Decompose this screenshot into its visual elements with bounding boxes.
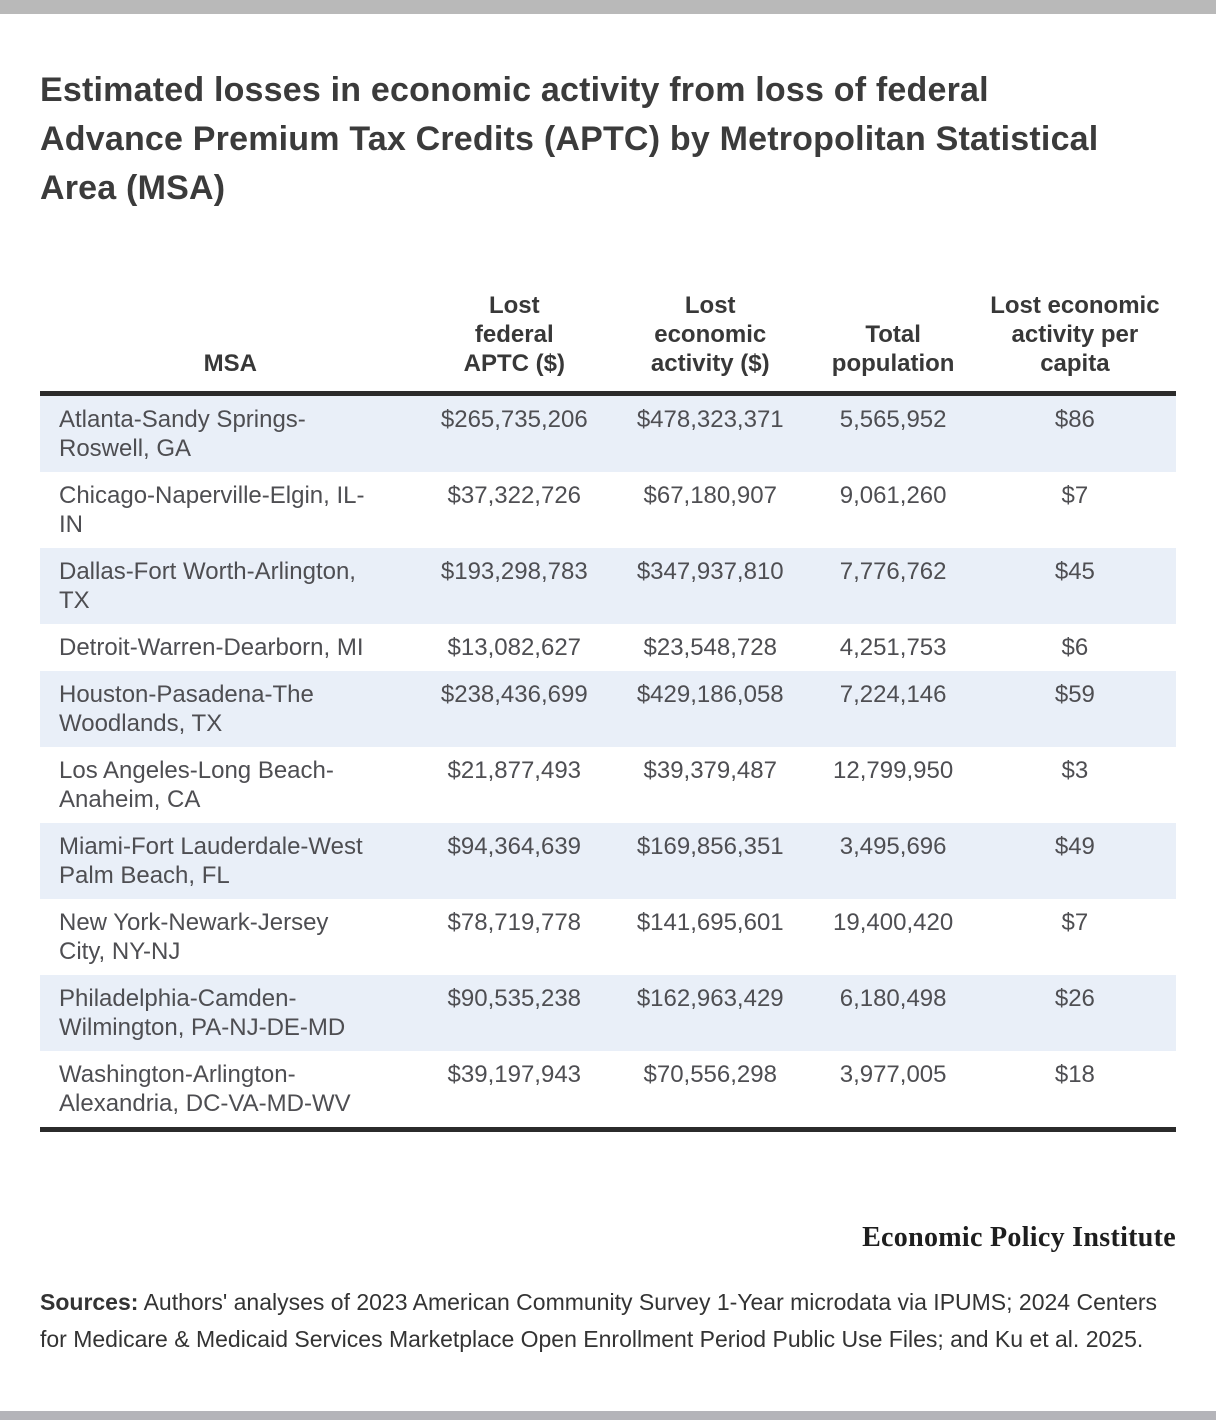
per-capita-cell: $26 bbox=[1054, 985, 1095, 1012]
msa-cell: Washington-Arlington-Alexandria, DC-VA-M… bbox=[59, 1061, 351, 1117]
msa-cell: Houston-Pasadena-The Woodlands, TX bbox=[59, 681, 314, 737]
msa-cell: Atlanta-Sandy Springs-Roswell, GA bbox=[59, 406, 306, 462]
population-cell: 7,776,762 bbox=[839, 558, 947, 585]
table-row: Miami-Fort Lauderdale-West Palm Beach, F… bbox=[40, 823, 1176, 899]
table-body: Atlanta-Sandy Springs-Roswell, GA $265,7… bbox=[40, 393, 1176, 1130]
table-row: Los Angeles-Long Beach-Anaheim, CA $21,8… bbox=[40, 747, 1176, 823]
msa-cell: Detroit-Warren-Dearborn, MI bbox=[59, 634, 364, 661]
header-row: MSA Lost federal APTC ($) Lost economic … bbox=[40, 291, 1176, 394]
table-row: Chicago-Naperville-Elgin, IL-IN $37,322,… bbox=[40, 472, 1176, 548]
lost-aptc-cell: $94,364,639 bbox=[447, 833, 582, 860]
msa-cell: Philadelphia-Camden-Wilmington, PA-NJ-DE… bbox=[59, 985, 346, 1041]
sources-text: Authors' analyses of 2023 American Commu… bbox=[40, 1289, 1158, 1352]
msa-cell: Chicago-Naperville-Elgin, IL-IN bbox=[59, 482, 365, 538]
msa-losses-table: MSA Lost federal APTC ($) Lost economic … bbox=[40, 291, 1176, 1132]
table-row: Detroit-Warren-Dearborn, MI $13,082,627 … bbox=[40, 624, 1176, 671]
per-capita-cell: $18 bbox=[1054, 1061, 1095, 1088]
population-cell: 3,495,696 bbox=[839, 833, 947, 860]
table-header: MSA Lost federal APTC ($) Lost economic … bbox=[40, 291, 1176, 394]
population-cell: 7,224,146 bbox=[839, 681, 947, 708]
lost-activity-cell: $162,963,429 bbox=[636, 985, 784, 1012]
msa-cell: Miami-Fort Lauderdale-West Palm Beach, F… bbox=[59, 833, 363, 889]
table-row: New York-Newark-Jersey City, NY-NJ $78,7… bbox=[40, 899, 1176, 975]
per-capita-cell: $7 bbox=[1061, 482, 1089, 509]
population-cell: 12,799,950 bbox=[833, 757, 954, 784]
column-header: Lost economic activity ($) bbox=[650, 292, 770, 377]
per-capita-cell: $45 bbox=[1054, 558, 1095, 585]
figure-content: Estimated losses in economic activity fr… bbox=[0, 66, 1216, 1358]
table-row: Atlanta-Sandy Springs-Roswell, GA $265,7… bbox=[40, 393, 1176, 472]
lost-aptc-cell: $13,082,627 bbox=[447, 634, 582, 661]
epi-logo: Economic Policy Institute bbox=[862, 1222, 1176, 1253]
per-capita-cell: $86 bbox=[1054, 406, 1095, 433]
lost-activity-cell: $429,186,058 bbox=[636, 681, 784, 708]
population-cell: 9,061,260 bbox=[839, 482, 947, 509]
msa-cell: Los Angeles-Long Beach-Anaheim, CA bbox=[59, 757, 334, 813]
lost-aptc-cell: $238,436,699 bbox=[440, 681, 588, 708]
per-capita-cell: $7 bbox=[1061, 909, 1089, 936]
lost-aptc-cell: $193,298,783 bbox=[440, 558, 588, 585]
lost-aptc-cell: $37,322,726 bbox=[447, 482, 582, 509]
column-header: Lost federal APTC ($) bbox=[463, 292, 565, 377]
msa-cell: Dallas-Fort Worth-Arlington, TX bbox=[59, 558, 356, 614]
msa-cell: New York-Newark-Jersey City, NY-NJ bbox=[59, 909, 329, 965]
population-cell: 4,251,753 bbox=[839, 634, 947, 661]
population-cell: 5,565,952 bbox=[839, 406, 947, 433]
sources-note: Sources: Authors' analyses of 2023 Ameri… bbox=[40, 1284, 1176, 1358]
lost-aptc-cell: $265,735,206 bbox=[440, 406, 588, 433]
bottom-edge-bar bbox=[0, 1411, 1216, 1420]
table-row: Washington-Arlington-Alexandria, DC-VA-M… bbox=[40, 1051, 1176, 1130]
per-capita-cell: $6 bbox=[1061, 634, 1089, 661]
per-capita-cell: $59 bbox=[1054, 681, 1095, 708]
per-capita-cell: $49 bbox=[1054, 833, 1095, 860]
table-row: Philadelphia-Camden-Wilmington, PA-NJ-DE… bbox=[40, 975, 1176, 1051]
lost-activity-cell: $67,180,907 bbox=[643, 482, 777, 509]
page-title: Estimated losses in economic activity fr… bbox=[40, 71, 1099, 207]
population-cell: 19,400,420 bbox=[833, 909, 954, 936]
per-capita-cell: $3 bbox=[1061, 757, 1089, 784]
lost-activity-cell: $169,856,351 bbox=[636, 833, 784, 860]
lost-aptc-cell: $39,197,943 bbox=[447, 1061, 582, 1088]
column-header: Lost economic activity per capita bbox=[990, 292, 1160, 377]
column-header: MSA bbox=[203, 350, 257, 377]
population-cell: 6,180,498 bbox=[839, 985, 947, 1012]
table-row: Houston-Pasadena-The Woodlands, TX $238,… bbox=[40, 671, 1176, 747]
lost-activity-cell: $478,323,371 bbox=[636, 406, 784, 433]
sources-label: Sources: bbox=[40, 1289, 139, 1315]
lost-activity-cell: $347,937,810 bbox=[636, 558, 784, 585]
table-row: Dallas-Fort Worth-Arlington, TX $193,298… bbox=[40, 548, 1176, 624]
column-header: Total population bbox=[831, 321, 955, 377]
lost-activity-cell: $23,548,728 bbox=[643, 634, 777, 661]
population-cell: 3,977,005 bbox=[839, 1061, 947, 1088]
lost-activity-cell: $70,556,298 bbox=[643, 1061, 777, 1088]
lost-aptc-cell: $78,719,778 bbox=[447, 909, 582, 936]
lost-aptc-cell: $90,535,238 bbox=[447, 985, 582, 1012]
lost-activity-cell: $141,695,601 bbox=[636, 909, 784, 936]
lost-aptc-cell: $21,877,493 bbox=[447, 757, 582, 784]
lost-activity-cell: $39,379,487 bbox=[643, 757, 777, 784]
top-edge-bar bbox=[0, 0, 1216, 14]
